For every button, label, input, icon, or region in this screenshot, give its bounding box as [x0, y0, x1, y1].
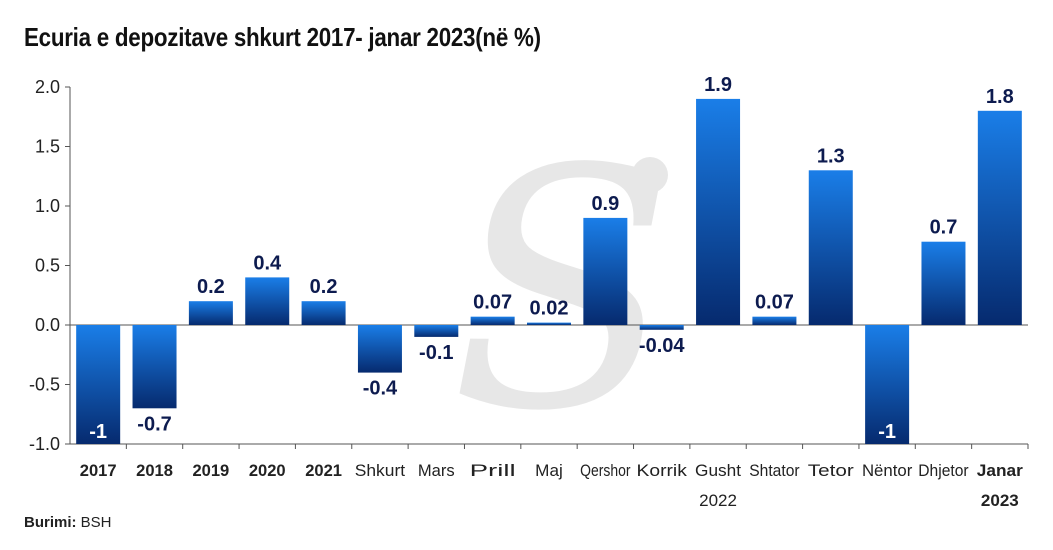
y-tick-label: 0.0: [35, 315, 60, 335]
bar: [76, 325, 121, 444]
category-label: Shkurt: [355, 461, 406, 480]
bar: [639, 325, 684, 330]
bar: [696, 98, 741, 326]
watermark-logo: S: [450, 105, 676, 455]
y-tick-label: 0.5: [35, 256, 60, 276]
category-label: Maj: [535, 461, 563, 480]
value-label: -0.04: [639, 335, 685, 357]
value-label: 0.2: [310, 276, 338, 298]
bar: [470, 316, 515, 325]
bar: [752, 316, 797, 325]
category-label: Prill: [470, 461, 516, 480]
bar: [301, 301, 346, 325]
source-value: BSH: [80, 514, 112, 531]
category-label: 2019: [192, 461, 229, 480]
bar: [583, 217, 628, 325]
source-note: Burimi: BSH: [24, 514, 112, 531]
category-label: 2018: [136, 461, 173, 480]
value-label: 1.3: [817, 145, 845, 167]
value-label: 0.4: [253, 252, 282, 274]
category-label: Qershor: [580, 461, 631, 480]
category-label: Tetor: [808, 461, 854, 480]
category-label: Shtator: [749, 461, 800, 480]
source-label: Burimi:: [24, 514, 77, 531]
group-year-label: 2023: [981, 491, 1019, 510]
bar: [921, 241, 966, 325]
bar: [357, 325, 402, 373]
bar: [414, 325, 459, 337]
value-label: -0.7: [137, 413, 171, 435]
bar: [527, 322, 571, 325]
category-label: 2020: [249, 461, 286, 480]
category-label: 2017: [80, 461, 117, 480]
y-tick-label: -0.5: [29, 375, 60, 395]
bar: [245, 277, 290, 325]
y-tick-label: 1.0: [35, 196, 60, 216]
chart-title: Ecuria e depozitave shkurt 2017- janar 2…: [24, 22, 541, 52]
bar: [808, 170, 853, 325]
value-label: 0.07: [473, 292, 512, 314]
value-label: 1.8: [986, 86, 1014, 108]
group-year-label: 2022: [699, 491, 737, 510]
value-label: 0.9: [591, 193, 619, 215]
category-label: Dhjetor: [918, 461, 969, 480]
y-tick-label: -1.0: [29, 434, 60, 454]
category-label: Nëntor: [862, 461, 913, 480]
category-label: Mars: [418, 461, 455, 480]
value-label: 0.2: [197, 276, 225, 298]
bar: [132, 325, 177, 409]
category-label: Korrik: [637, 461, 688, 480]
value-label: 0.7: [930, 217, 958, 239]
bar: [977, 110, 1022, 325]
y-tick-label: 2.0: [35, 77, 60, 97]
value-label: -0.4: [363, 378, 398, 400]
value-label: 1.9: [704, 74, 732, 96]
value-label: -1: [89, 421, 107, 443]
svg-text:S: S: [450, 105, 676, 455]
value-label: -0.1: [419, 342, 453, 364]
value-label: 0.02: [530, 298, 569, 320]
y-tick-label: 1.5: [35, 137, 60, 157]
value-label: -1: [878, 421, 896, 443]
category-label: 2021: [305, 461, 342, 480]
category-label: Gusht: [695, 461, 741, 480]
bar: [188, 301, 233, 325]
bar: [865, 325, 910, 444]
value-label: 0.07: [755, 292, 794, 314]
category-label: Janar: [977, 461, 1023, 480]
